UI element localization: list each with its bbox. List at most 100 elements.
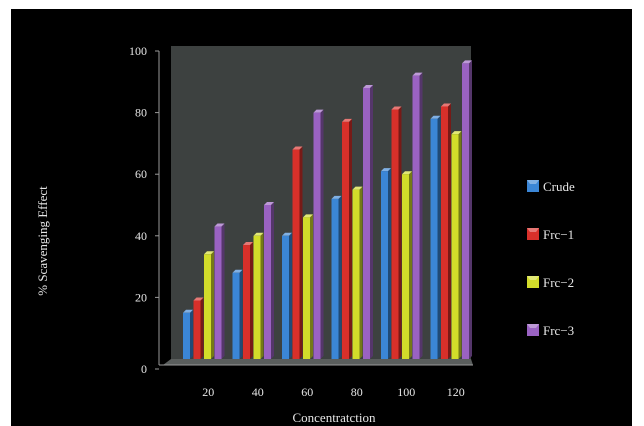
bar-front [243, 245, 250, 359]
bar-top [363, 84, 373, 88]
legend-swatch-top [527, 180, 539, 184]
bar-side [388, 168, 391, 359]
bar-front [342, 121, 349, 359]
bar-side [458, 131, 462, 359]
bar-side [437, 115, 441, 359]
bar [402, 171, 412, 359]
bar-top [193, 297, 204, 301]
x-tick-label: 40 [252, 385, 264, 399]
bar-top [391, 106, 402, 110]
bar-top [381, 168, 391, 172]
x-axis-title: Concentratction [292, 410, 376, 425]
x-tick-label: 60 [301, 385, 313, 399]
legend-swatch-top [527, 276, 539, 280]
bar-front [253, 235, 261, 359]
bar-front [282, 235, 289, 359]
bar-top [462, 60, 472, 64]
bar-side [448, 103, 451, 359]
bar-front [264, 205, 271, 359]
y-tick-label: 40 [135, 229, 147, 243]
legend: Crude Frc−1 Frc−2 Frc−3 [527, 179, 575, 338]
bar-side [310, 214, 313, 359]
bar-top [282, 232, 292, 236]
bar-top [214, 223, 225, 227]
bar [193, 297, 204, 359]
bar-top [412, 72, 423, 76]
bar-side [419, 72, 423, 359]
bar-side [469, 60, 472, 359]
bar-front [381, 171, 388, 359]
bar-side [250, 242, 253, 359]
bar-side [338, 195, 342, 359]
bar-side [299, 146, 303, 359]
bar [412, 72, 423, 359]
bar [264, 202, 274, 359]
bar [352, 186, 363, 359]
bar-front [462, 63, 469, 359]
x-tick-label: 120 [447, 385, 465, 399]
bar-front [391, 109, 399, 360]
bar-side [409, 171, 412, 359]
y-tick-label: 80 [135, 106, 147, 120]
bar-front [352, 189, 360, 359]
bar-front [214, 226, 222, 359]
legend-swatch-top [527, 324, 539, 328]
bar-top [264, 202, 274, 205]
legend-label: Crude [543, 179, 575, 194]
x-tick-label: 80 [351, 385, 363, 399]
bar-top [402, 171, 412, 175]
bar [243, 242, 253, 359]
legend-item: Frc−3 [527, 323, 574, 338]
bar-top [441, 103, 451, 107]
bars-group [183, 60, 472, 360]
bar-top [313, 109, 324, 113]
bar [391, 106, 402, 360]
bar-side [221, 223, 225, 359]
y-axis-ticks: 0 20 40 60 80 100 [129, 44, 159, 376]
bar-top [243, 242, 253, 246]
x-axis-ticks: 20 40 60 80 100 120 [202, 385, 465, 399]
bar-side [398, 106, 402, 360]
bar-side [320, 109, 324, 359]
legend-label: Frc−3 [543, 323, 574, 338]
bar-top [430, 115, 441, 119]
bar-front [313, 112, 321, 359]
bar-top [253, 232, 264, 236]
bar-side [289, 232, 292, 359]
bar-side [211, 251, 214, 359]
bar [451, 131, 462, 359]
bar [381, 168, 391, 359]
bar-front [412, 75, 420, 359]
bar [183, 309, 193, 359]
bar-front [303, 217, 310, 359]
legend-item: Frc−2 [527, 275, 574, 290]
bar-front [363, 87, 370, 360]
bar-side [370, 84, 373, 360]
bar-top [331, 195, 342, 199]
bar-top [303, 214, 313, 218]
bar-side [190, 309, 193, 359]
bar-top [232, 269, 243, 273]
bar-front [204, 254, 211, 359]
bar [253, 232, 264, 359]
bar-side [260, 232, 264, 359]
bar-side [359, 186, 363, 359]
bar-front [451, 134, 459, 359]
bar-top [342, 118, 352, 122]
y-tick-label: 100 [129, 44, 147, 58]
bar [232, 269, 243, 359]
y-tick-label: 60 [135, 167, 147, 181]
bar-top [204, 251, 214, 255]
bar-front [292, 149, 300, 359]
plot-floor [163, 359, 473, 365]
bar-top [451, 131, 462, 135]
bar-front [402, 174, 409, 359]
legend-item: Frc−1 [527, 227, 574, 242]
legend-label: Frc−2 [543, 275, 574, 290]
bar-front [331, 198, 339, 359]
bar-front [232, 272, 240, 359]
bar [282, 232, 292, 359]
chart-frame: 0 20 40 60 80 100 20 40 60 80 100 120 % Scavenging… [11, 9, 632, 426]
bar [313, 109, 324, 359]
y-tick-label: 20 [135, 290, 147, 304]
